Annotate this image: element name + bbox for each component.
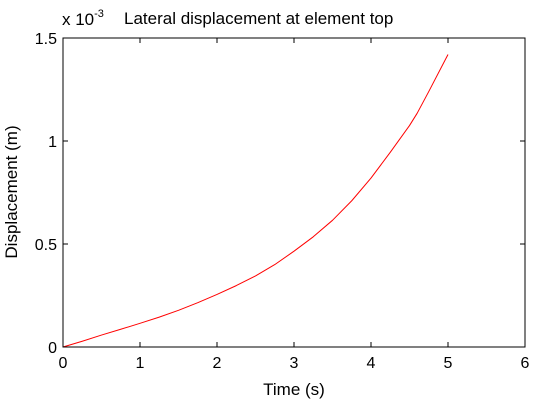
y-axis-exponent-power: -3 bbox=[94, 8, 104, 20]
x-tick-label: 5 bbox=[444, 355, 453, 372]
x-tick-label: 0 bbox=[59, 355, 68, 372]
y-axis-exponent-base: x 10 bbox=[62, 10, 94, 29]
plot-area bbox=[63, 38, 525, 347]
chart-title: Lateral displacement at element top bbox=[124, 9, 393, 28]
x-tick-label: 2 bbox=[213, 355, 222, 372]
x-tick-label: 6 bbox=[521, 355, 530, 372]
x-tick-label: 4 bbox=[367, 355, 376, 372]
series-layer bbox=[62, 54, 449, 348]
x-axis-label: Time (s) bbox=[263, 380, 325, 399]
y-axis-ticks: 0 0.5 1 1.5 bbox=[35, 31, 525, 357]
y-tick-label: 0 bbox=[48, 340, 57, 357]
series-line bbox=[62, 54, 449, 348]
x-tick-label: 3 bbox=[290, 355, 299, 372]
y-tick-label: 0.5 bbox=[35, 237, 57, 254]
x-axis-ticks: 0 1 2 3 4 5 6 bbox=[59, 38, 530, 372]
y-axis-label: Displacement (m) bbox=[2, 125, 21, 258]
y-tick-label: 1 bbox=[48, 134, 57, 151]
x-tick-label: 1 bbox=[136, 355, 145, 372]
y-tick-label: 1.5 bbox=[35, 31, 57, 48]
y-axis-exponent: x 10-3 bbox=[62, 8, 104, 29]
